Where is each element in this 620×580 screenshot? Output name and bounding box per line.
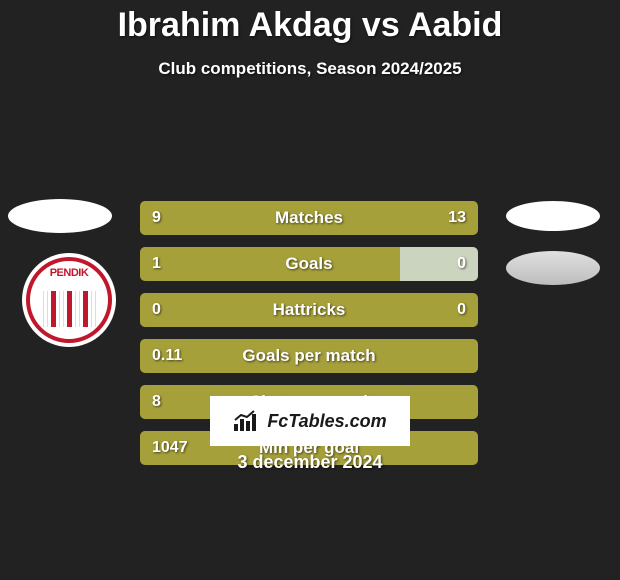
- bars-icon: [233, 410, 261, 432]
- stat-label: Matches: [140, 201, 478, 235]
- page-title: Ibrahim Akdag vs Aabid: [0, 0, 620, 45]
- stat-value-right: 13: [448, 201, 466, 235]
- stat-label: Hattricks: [140, 293, 478, 327]
- club-left-badge: PENDIK: [22, 253, 116, 347]
- date-label: 3 december 2024: [0, 452, 620, 473]
- stat-value-right: 0: [457, 247, 466, 281]
- stat-value-left: 0: [152, 293, 161, 327]
- player-left-placeholder: [8, 199, 112, 233]
- stat-value-left: 1: [152, 247, 161, 281]
- player-right-placeholder: [506, 201, 600, 231]
- stat-value-right: 0: [457, 293, 466, 327]
- stat-row: Goals1 0: [140, 247, 478, 281]
- stat-label: Goals: [140, 247, 478, 281]
- badge-stripes-icon: [39, 291, 99, 327]
- source-badge: FcTables.com: [210, 396, 410, 446]
- stat-value-left: 0.11: [152, 339, 182, 373]
- source-label: FcTables.com: [267, 411, 386, 432]
- stat-row: Matches9 13: [140, 201, 478, 235]
- stat-label: Goals per match: [140, 339, 478, 373]
- stat-row: Hattricks0 0: [140, 293, 478, 327]
- badge-text: PENDIK: [34, 267, 104, 279]
- stat-row: Goals per match0.11: [140, 339, 478, 373]
- stat-value-left: 9: [152, 201, 161, 235]
- stat-value-left: 8: [152, 385, 161, 419]
- club-right-placeholder: [506, 251, 600, 285]
- page-subtitle: Club competitions, Season 2024/2025: [0, 59, 620, 79]
